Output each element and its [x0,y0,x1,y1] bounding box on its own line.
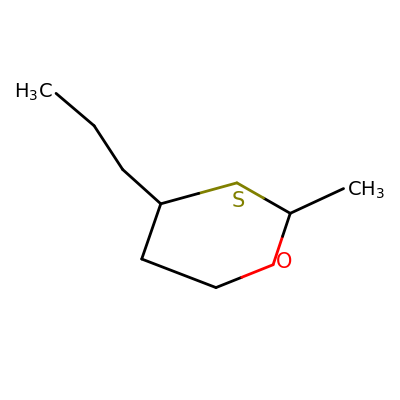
Text: CH$_3$: CH$_3$ [346,180,385,201]
Text: O: O [276,252,293,272]
Text: S: S [232,191,245,211]
Text: H$_3$C: H$_3$C [14,82,52,103]
